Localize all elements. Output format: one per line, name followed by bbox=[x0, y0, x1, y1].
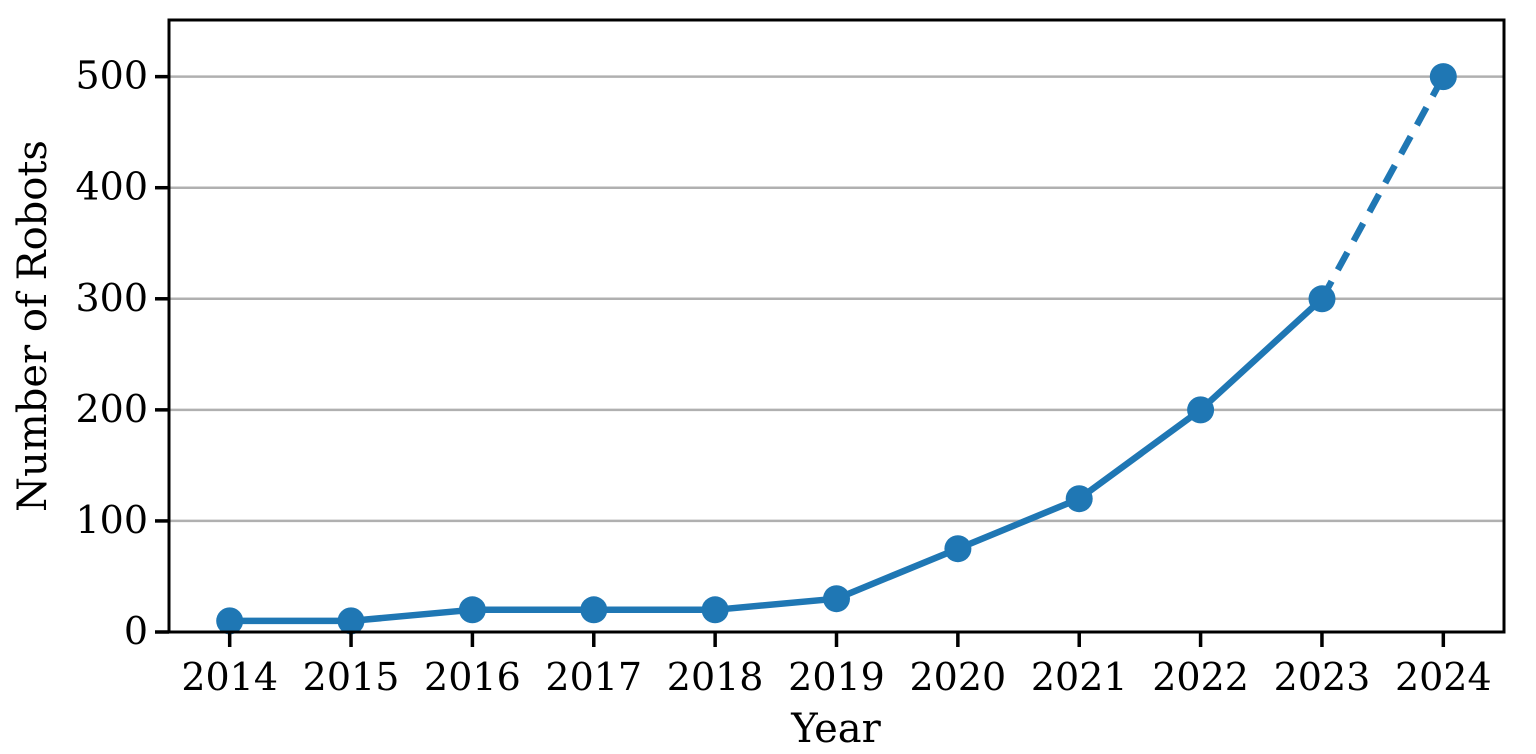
x-tick-label-2022: 2022 bbox=[1152, 655, 1249, 699]
x-tick-label-2014: 2014 bbox=[181, 655, 278, 699]
x-tick-label-2023: 2023 bbox=[1274, 655, 1371, 699]
axis-tick-labels: 2014 2015 2016 2017 2018 2019 2020 2021 2022 2023… bbox=[75, 54, 1491, 699]
data-point-2015 bbox=[337, 607, 365, 635]
y-tick-label-300: 300 bbox=[75, 276, 148, 320]
x-tick-label-2017: 2017 bbox=[545, 655, 642, 699]
x-tick-label-2016: 2016 bbox=[424, 655, 521, 699]
plot-frame bbox=[167, 18, 1506, 634]
axes-spines bbox=[167, 18, 1506, 634]
data-line-solid bbox=[229, 296, 1325, 625]
x-tick-label-2019: 2019 bbox=[788, 655, 885, 699]
x-tick-label-2018: 2018 bbox=[667, 655, 764, 699]
data-point-2024 bbox=[1429, 63, 1457, 91]
data-point-2021 bbox=[1065, 485, 1093, 513]
gridlines bbox=[169, 75, 1504, 523]
data-point-2018 bbox=[701, 596, 729, 624]
x-axis-label: Year bbox=[790, 706, 881, 752]
y-tick-label-200: 200 bbox=[75, 387, 148, 431]
y-axis-label: Number of Robots bbox=[10, 140, 56, 512]
x-tick-label-2021: 2021 bbox=[1031, 655, 1128, 699]
axis-ticks bbox=[155, 74, 1446, 647]
data-series bbox=[216, 63, 1457, 635]
data-point-2022 bbox=[1187, 396, 1215, 424]
y-tick-label-400: 400 bbox=[75, 165, 148, 209]
data-point-2017 bbox=[580, 596, 608, 624]
data-point-2014 bbox=[216, 607, 244, 635]
data-point-2016 bbox=[458, 596, 486, 624]
data-point-2020 bbox=[944, 535, 972, 563]
data-point-2019 bbox=[823, 585, 850, 613]
y-tick-label-500: 500 bbox=[75, 54, 148, 98]
x-tick-label-2015: 2015 bbox=[303, 655, 400, 699]
data-point-2023 bbox=[1308, 285, 1336, 313]
x-tick-label-2024: 2024 bbox=[1395, 655, 1492, 699]
y-tick-label-100: 100 bbox=[75, 498, 148, 542]
x-tick-label-2020: 2020 bbox=[910, 655, 1007, 699]
y-tick-label-0: 0 bbox=[124, 609, 148, 653]
data-line-dashed bbox=[1319, 75, 1447, 301]
